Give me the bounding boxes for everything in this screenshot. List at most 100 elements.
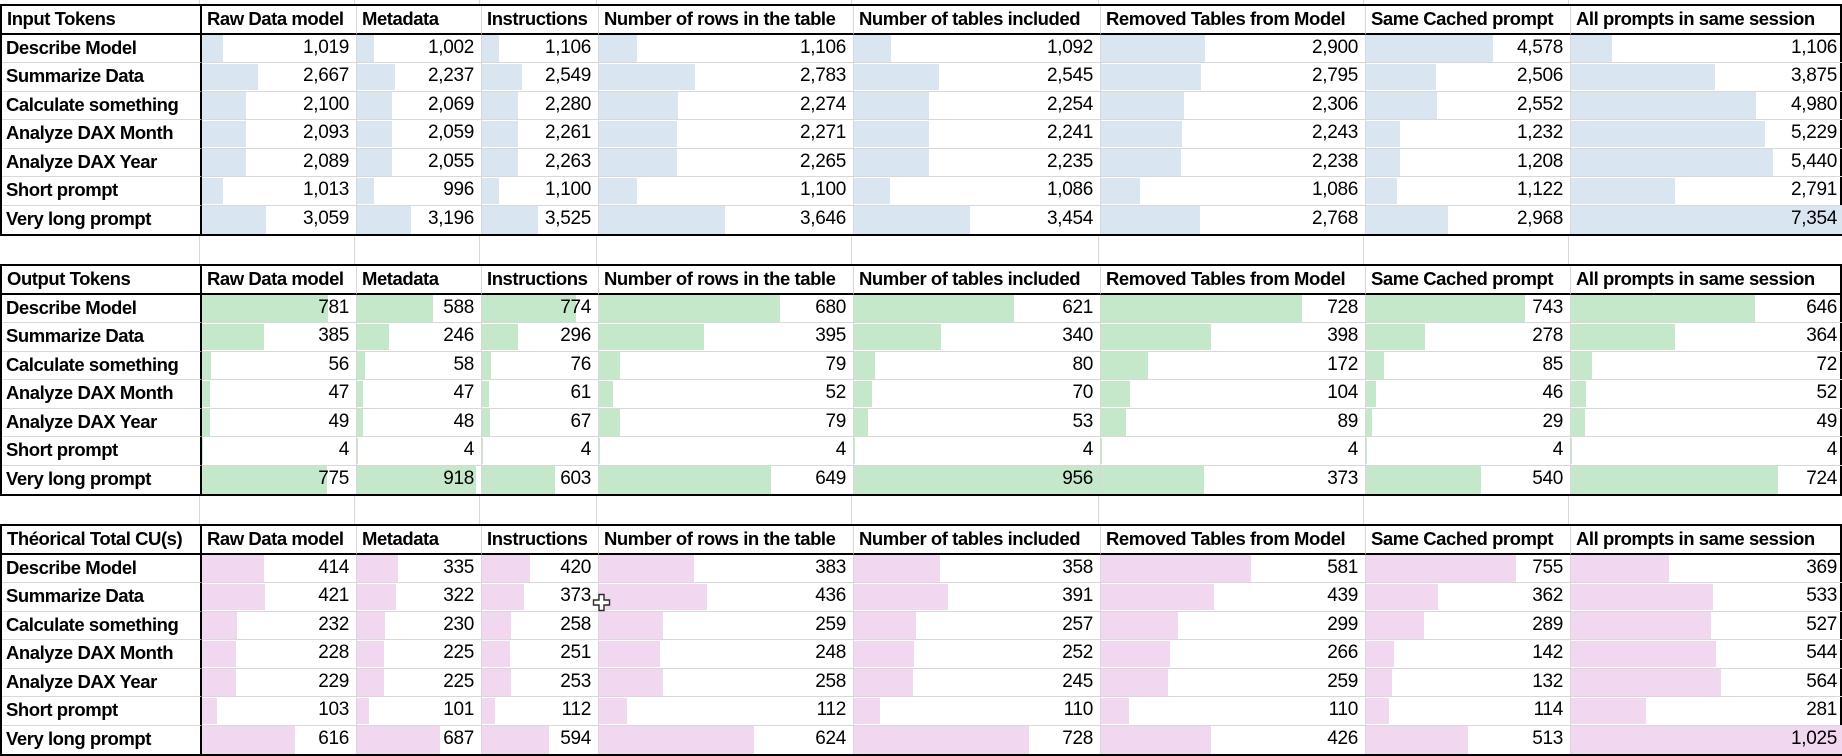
- value-cell[interactable]: 232: [202, 611, 357, 640]
- value-cell[interactable]: 616: [202, 725, 357, 754]
- grid-cell[interactable]: [852, 236, 1099, 264]
- value-cell[interactable]: 4,980: [1571, 92, 1842, 120]
- value-cell[interactable]: 1,232: [1366, 120, 1571, 149]
- value-cell[interactable]: 114: [1366, 697, 1571, 726]
- value-cell[interactable]: 527: [1571, 612, 1842, 640]
- value-cell[interactable]: 621: [854, 294, 1101, 323]
- grid-cell[interactable]: [852, 496, 1099, 524]
- column-header[interactable]: Number of rows in the table: [599, 526, 854, 555]
- row-label[interactable]: Short prompt: [2, 697, 202, 726]
- column-header[interactable]: Removed Tables from Model: [1101, 6, 1366, 35]
- row-label[interactable]: Calculate something: [2, 611, 202, 640]
- value-cell[interactable]: 3,646: [599, 205, 854, 234]
- grid-cell[interactable]: [200, 0, 355, 4]
- value-cell[interactable]: 513: [1366, 725, 1571, 754]
- value-cell[interactable]: 340: [854, 323, 1101, 352]
- value-cell[interactable]: 358: [854, 554, 1101, 583]
- value-cell[interactable]: 70: [854, 380, 1101, 409]
- value-cell[interactable]: 918: [357, 465, 482, 494]
- value-cell[interactable]: 2,093: [202, 120, 357, 149]
- value-cell[interactable]: 624: [599, 725, 854, 754]
- value-cell[interactable]: 299: [1101, 611, 1366, 640]
- grid-cell[interactable]: [852, 0, 1099, 4]
- value-cell[interactable]: 3,196: [357, 205, 482, 234]
- row-label[interactable]: Summarize Data: [2, 583, 202, 612]
- value-cell[interactable]: 89: [1101, 408, 1366, 437]
- value-cell[interactable]: 225: [357, 640, 482, 669]
- value-cell[interactable]: 49: [202, 408, 357, 437]
- value-cell[interactable]: 29: [1366, 408, 1571, 437]
- value-cell[interactable]: 259: [599, 611, 854, 640]
- value-cell[interactable]: 258: [482, 611, 599, 640]
- value-cell[interactable]: 1,106: [1571, 35, 1842, 63]
- value-cell[interactable]: 646: [1571, 295, 1842, 323]
- value-cell[interactable]: 594: [482, 725, 599, 754]
- value-cell[interactable]: 2,506: [1366, 63, 1571, 92]
- value-cell[interactable]: 533: [1571, 583, 1842, 612]
- value-cell[interactable]: 335: [357, 554, 482, 583]
- row-label[interactable]: Very long prompt: [2, 205, 202, 234]
- value-cell[interactable]: 2,795: [1101, 63, 1366, 92]
- value-cell[interactable]: 680: [599, 294, 854, 323]
- value-cell[interactable]: 1,019: [202, 34, 357, 63]
- grid-cell[interactable]: [355, 0, 480, 4]
- table-title[interactable]: Output Tokens: [2, 266, 202, 295]
- grid-cell[interactable]: [1569, 236, 1842, 264]
- row-label[interactable]: Analyze DAX Year: [2, 668, 202, 697]
- column-header[interactable]: Number of tables included: [854, 526, 1101, 555]
- value-cell[interactable]: 5,229: [1571, 120, 1842, 149]
- value-cell[interactable]: 1,086: [854, 177, 1101, 206]
- value-cell[interactable]: 743: [1366, 294, 1571, 323]
- value-cell[interactable]: 5,440: [1571, 149, 1842, 177]
- value-cell[interactable]: 322: [357, 583, 482, 612]
- value-cell[interactable]: 257: [854, 611, 1101, 640]
- value-cell[interactable]: 398: [1101, 323, 1366, 352]
- value-cell[interactable]: 603: [482, 465, 599, 494]
- value-cell[interactable]: 58: [357, 351, 482, 380]
- value-cell[interactable]: 2,235: [854, 148, 1101, 177]
- value-cell[interactable]: 52: [1571, 380, 1842, 409]
- value-cell[interactable]: 56: [202, 351, 357, 380]
- value-cell[interactable]: 369: [1571, 555, 1842, 583]
- value-cell[interactable]: 4: [1366, 437, 1571, 466]
- value-cell[interactable]: 1,013: [202, 177, 357, 206]
- column-header[interactable]: All prompts in same session: [1571, 526, 1842, 555]
- value-cell[interactable]: 373: [482, 583, 599, 612]
- value-cell[interactable]: 47: [357, 380, 482, 409]
- value-cell[interactable]: 47: [202, 380, 357, 409]
- value-cell[interactable]: 2,100: [202, 91, 357, 120]
- value-cell[interactable]: 2,271: [599, 120, 854, 149]
- value-cell[interactable]: 289: [1366, 611, 1571, 640]
- value-cell[interactable]: 4: [357, 437, 482, 466]
- value-cell[interactable]: 225: [357, 668, 482, 697]
- value-cell[interactable]: 2,238: [1101, 148, 1366, 177]
- value-cell[interactable]: 3,875: [1571, 63, 1842, 92]
- column-header[interactable]: All prompts in same session: [1571, 266, 1842, 295]
- grid-cell[interactable]: [480, 0, 597, 4]
- column-header[interactable]: Number of tables included: [854, 6, 1101, 35]
- value-cell[interactable]: 774: [482, 294, 599, 323]
- value-cell[interactable]: 245: [854, 668, 1101, 697]
- value-cell[interactable]: 1,122: [1366, 177, 1571, 206]
- value-cell[interactable]: 229: [202, 668, 357, 697]
- value-cell[interactable]: 132: [1366, 668, 1571, 697]
- value-cell[interactable]: 4: [1101, 437, 1366, 466]
- grid-cell[interactable]: [1099, 236, 1364, 264]
- value-cell[interactable]: 1,106: [482, 34, 599, 63]
- grid-cell[interactable]: [597, 236, 852, 264]
- value-cell[interactable]: 278: [1366, 323, 1571, 352]
- value-cell[interactable]: 110: [854, 697, 1101, 726]
- column-header[interactable]: Number of rows in the table: [599, 266, 854, 295]
- value-cell[interactable]: 2,069: [357, 91, 482, 120]
- value-cell[interactable]: 246: [357, 323, 482, 352]
- grid-cell[interactable]: [355, 236, 480, 264]
- value-cell[interactable]: 414: [202, 554, 357, 583]
- grid-cell[interactable]: [1099, 496, 1364, 524]
- grid-cell[interactable]: [1099, 0, 1364, 4]
- grid-cell[interactable]: [200, 496, 355, 524]
- value-cell[interactable]: 373: [1101, 465, 1366, 494]
- row-label[interactable]: Analyze DAX Month: [2, 380, 202, 409]
- value-cell[interactable]: 2,306: [1101, 91, 1366, 120]
- value-cell[interactable]: 1,092: [854, 34, 1101, 63]
- value-cell[interactable]: 1,106: [599, 34, 854, 63]
